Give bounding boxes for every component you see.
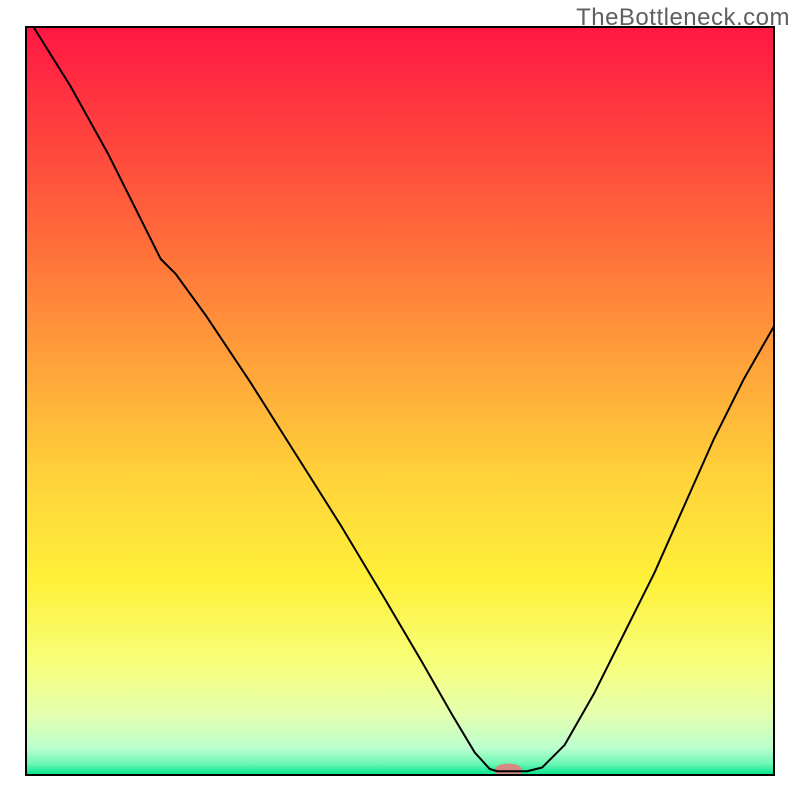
plot-background — [26, 27, 774, 775]
chart-container: TheBottleneck.com — [0, 0, 800, 800]
chart-svg — [0, 0, 800, 800]
watermark-label: TheBottleneck.com — [576, 4, 790, 32]
